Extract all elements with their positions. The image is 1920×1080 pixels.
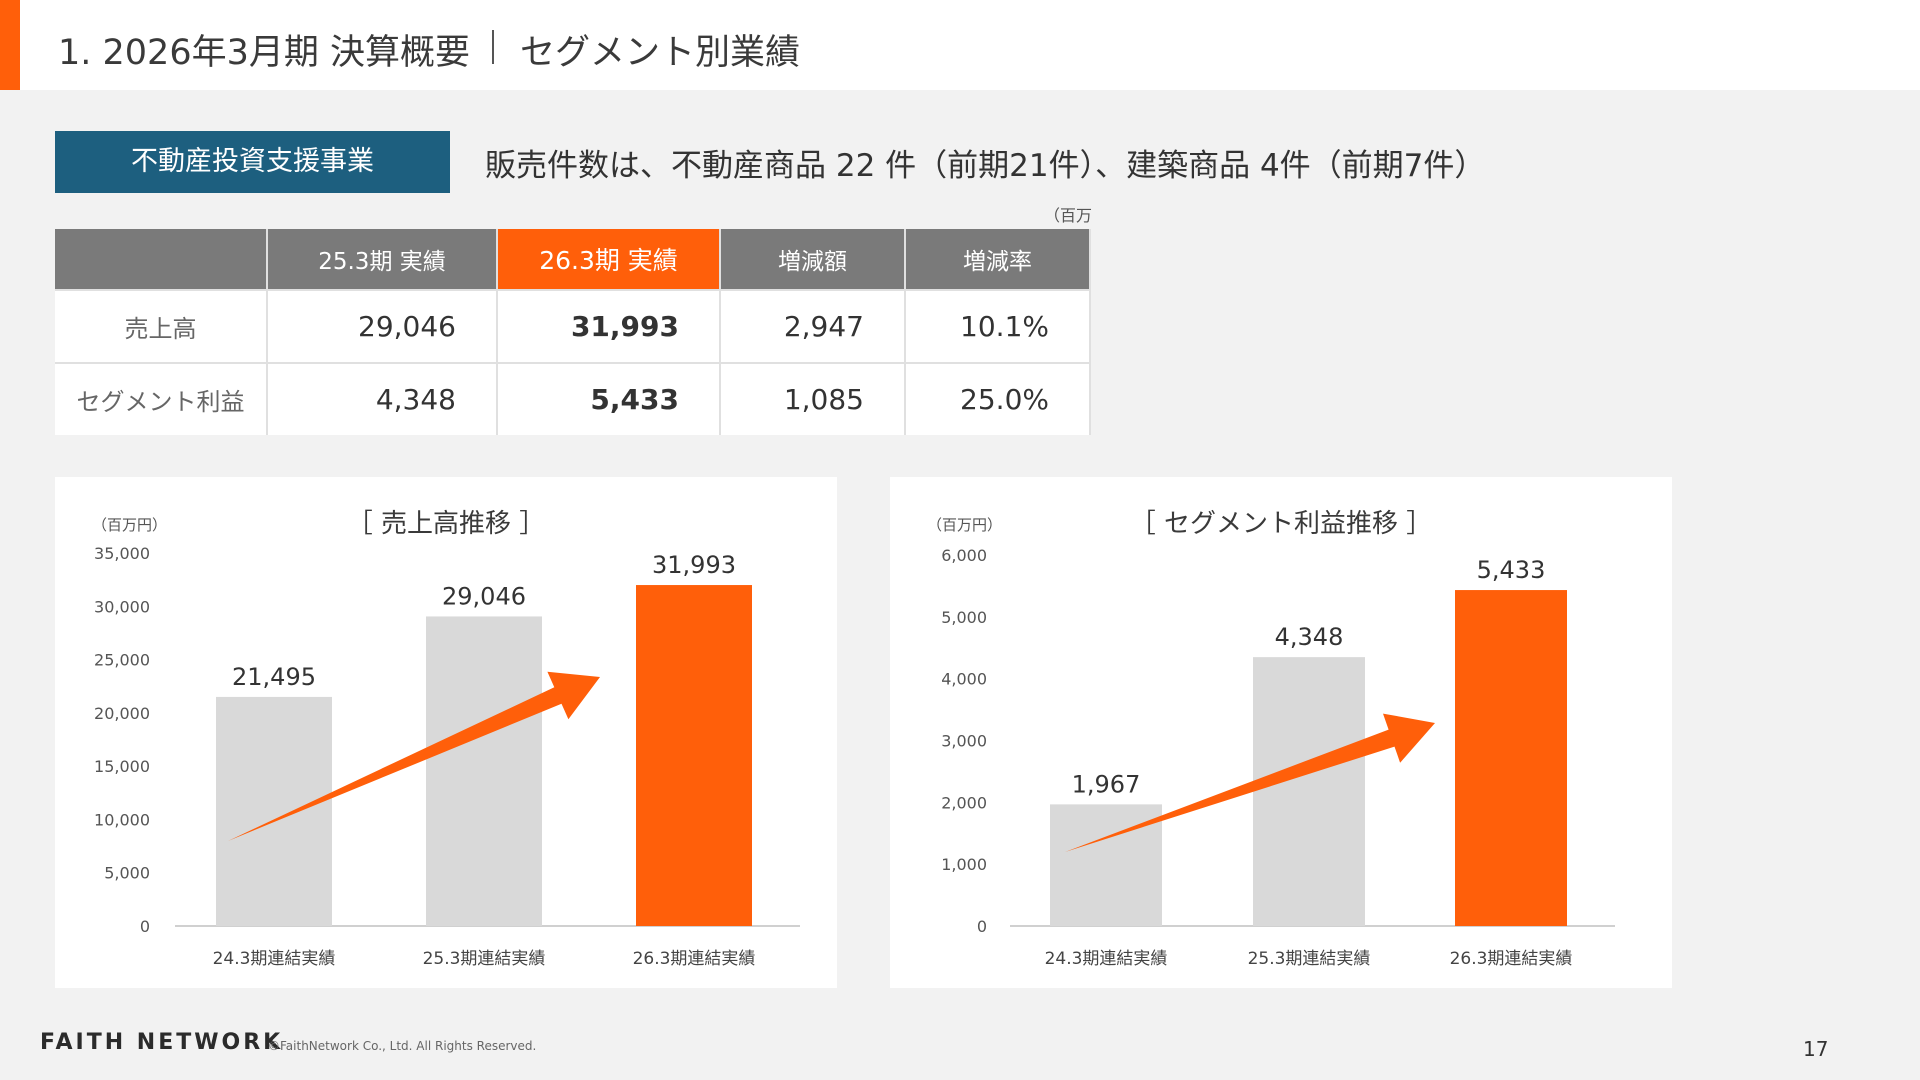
diff-value: 1,085 (720, 362, 906, 435)
data-label: 21,495 (232, 663, 316, 691)
sales-chart-panel: ［ 売上高推移 ］ （百万円） 0 5,000 10,000 15,000 20,000… (55, 477, 837, 988)
segment-label: 不動産投資支援事業 (55, 131, 450, 193)
row-label: セグメント利益 (55, 362, 268, 435)
chart-unit: （百万円） (927, 516, 1003, 534)
trend-arrow (1065, 713, 1435, 852)
segment-headline: 販売件数は、不動産商品 22 件（前期21件）、建築商品 4件（前期7件） (485, 148, 1486, 184)
y-tick-label: 20,000 (94, 704, 150, 723)
y-tick-label: 25,000 (94, 651, 150, 670)
data-label: 4,348 (1275, 623, 1344, 651)
profit-chart-panel: ［ セグメント利益推移 ］ （百万円） 0 1,000 2,000 3,000 4,00… (890, 477, 1672, 988)
copyright: ©FaithNetwork Co., Ltd. All Rights Reser… (268, 1039, 537, 1053)
x-tick-label: 26.3期連結実績 (633, 949, 756, 969)
title-accent-bar (0, 0, 20, 90)
rate-value: 25.0% (905, 362, 1091, 435)
curr-value: 5,433 (497, 362, 721, 435)
chart-unit: （百万円） (92, 516, 168, 534)
page-subtitle: セグメント別業績 (520, 33, 801, 73)
bar (426, 616, 542, 926)
table-header-cell (55, 229, 268, 290)
y-tick-label: 3,000 (941, 732, 987, 751)
x-tick-label: 24.3期連結実績 (1045, 949, 1168, 969)
prev-value: 29,046 (267, 289, 498, 363)
bar (636, 585, 752, 926)
x-tick-label: 26.3期連結実績 (1450, 949, 1573, 969)
table-row: 売上高 29,046 31,993 2,947 10.1% (55, 289, 1091, 363)
diff-value: 2,947 (720, 289, 906, 363)
y-tick-label: 0 (140, 917, 150, 936)
data-label: 29,046 (442, 582, 526, 610)
bar (1253, 657, 1365, 926)
bar (216, 696, 332, 926)
y-tick-label: 10,000 (94, 810, 150, 829)
sales-chart: 0 5,000 10,000 15,000 20,000 25,000 30,000 35,0… (94, 544, 800, 969)
data-label: 1,967 (1072, 770, 1141, 798)
trend-arrow (228, 671, 600, 841)
data-label: 31,993 (652, 551, 736, 579)
y-tick-label: 4,000 (941, 670, 987, 689)
x-tick-label: 24.3期連結実績 (213, 949, 336, 969)
table-header-cell: 増減率 (905, 229, 1091, 290)
profit-chart: 0 1,000 2,000 3,000 4,000 5,000 6,000 1,967 24.3… (941, 546, 1615, 969)
title-bar: 1. 2026年3月期 決算概要 セグメント別業績 (0, 0, 1920, 90)
rate-value: 10.1% (905, 289, 1091, 363)
bar (1455, 590, 1567, 926)
y-tick-label: 0 (977, 917, 987, 936)
chart-title: ［ セグメント利益推移 ］ (1129, 509, 1433, 539)
x-tick-label: 25.3期連結実績 (423, 949, 546, 969)
table-header-cell-highlight: 26.3期 実績 (497, 229, 721, 290)
x-tick-label: 25.3期連結実績 (1248, 949, 1371, 969)
y-tick-label: 15,000 (94, 757, 150, 776)
company-logo: FAITH NETWORK (40, 1030, 284, 1055)
chart-title: ［ 売上高推移 ］ (346, 509, 546, 539)
y-tick-label: 6,000 (941, 546, 987, 565)
y-tick-label: 2,000 (941, 793, 987, 812)
table-header-cell: 25.3期 実績 (267, 229, 498, 290)
y-tick-label: 1,000 (941, 855, 987, 874)
y-tick-label: 5,000 (941, 608, 987, 627)
y-tick-label: 35,000 (94, 544, 150, 563)
curr-value: 31,993 (497, 289, 721, 363)
page-title: 1. 2026年3月期 決算概要 (58, 33, 470, 73)
performance-table: 25.3期 実績 26.3期 実績 増減額 増減率 売上高 29,046 31,… (55, 229, 1091, 435)
prev-value: 4,348 (267, 362, 498, 435)
table-header-row: 25.3期 実績 26.3期 実績 増減額 増減率 (55, 229, 1091, 290)
title-separator (492, 30, 494, 64)
row-label: 売上高 (55, 289, 268, 363)
table-row: セグメント利益 4,348 5,433 1,085 25.0% (55, 362, 1091, 435)
table-header-cell: 増減額 (720, 229, 906, 290)
y-tick-label: 5,000 (104, 864, 150, 883)
y-tick-label: 30,000 (94, 597, 150, 616)
page-number: 17 (1803, 1037, 1829, 1061)
data-label: 5,433 (1477, 556, 1546, 584)
